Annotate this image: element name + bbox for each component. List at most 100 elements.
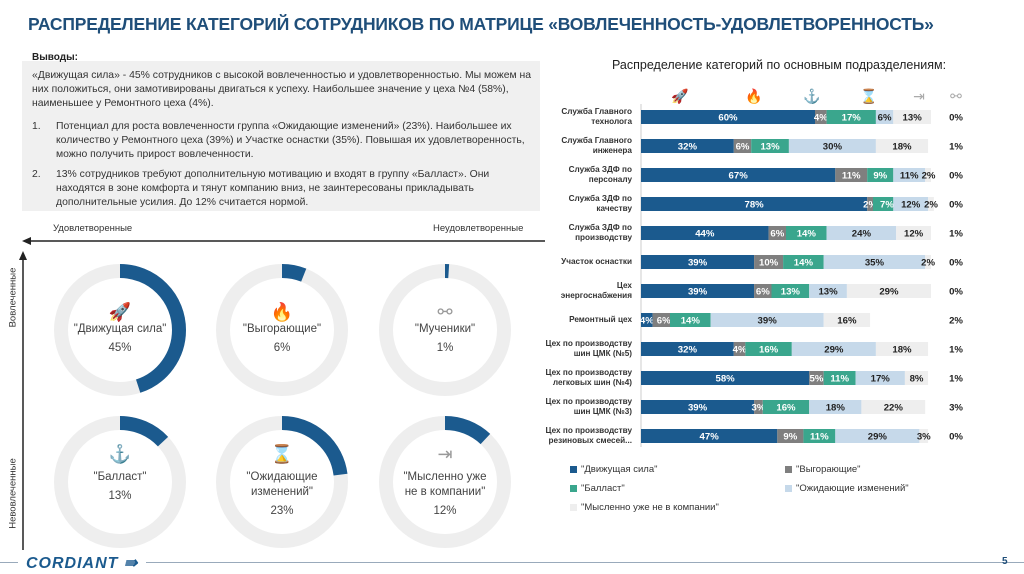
category-label: Служба Главного инженера [522, 136, 632, 156]
category-label: Служба ЗДФ по персоналу [522, 165, 632, 185]
category-name: "Ожидающие изменений" [246, 471, 318, 498]
bar-segment [826, 226, 897, 240]
bar-segment [777, 429, 804, 443]
conclusions-heading: Выводы: [32, 52, 78, 63]
category-percent: 23% [270, 505, 294, 517]
data-label: 16% [759, 345, 779, 356]
data-label: 18% [892, 345, 912, 356]
data-label: 11% [810, 432, 829, 443]
data-label: 1% [949, 345, 963, 356]
bar-segment [754, 284, 772, 298]
rocket-icon: 🚀 [109, 301, 131, 322]
bar-segment [867, 168, 894, 182]
conclusion-item: 2. 13% сотрудников требуют дополнительную… [32, 168, 532, 210]
legend-label: "Выгорающие" [796, 464, 861, 475]
donut-label: "Мученики" 1% [385, 322, 505, 356]
category-label: Ремонтный цех [522, 315, 632, 325]
data-label: 60% [718, 113, 738, 124]
bar-segment [823, 313, 871, 327]
category-percent: 12% [433, 505, 457, 517]
category-label: Цех по производству шин ЦМК (№3) [522, 397, 632, 417]
data-label: 2% [922, 171, 936, 182]
data-label: 39% [688, 258, 708, 269]
category-percent: 13% [108, 490, 132, 502]
data-label: 13% [760, 142, 780, 153]
bar-segment [641, 400, 755, 414]
data-label: 6% [878, 113, 892, 124]
conclusion-item: 1. Потенциал для роста вовлеченности груп… [32, 120, 532, 162]
bar-segment [919, 429, 929, 443]
data-label: 16% [776, 403, 796, 414]
cordiant-logo: CORDIANT ⇛ [18, 553, 147, 573]
bar-segment [641, 313, 653, 327]
page-number: 5 [1002, 556, 1008, 567]
data-label: 18% [892, 142, 912, 153]
category-label-line: Участок оснастки [561, 257, 632, 266]
bar-segment [893, 197, 929, 211]
data-label: 13% [781, 287, 801, 298]
category-label: Участок оснастки [522, 257, 632, 267]
donut-arc [379, 264, 511, 396]
legend-item: "Выгорающие" [785, 464, 861, 475]
data-label: 39% [758, 316, 778, 327]
data-label: 11% [900, 171, 919, 182]
bar-segment [873, 197, 894, 211]
bar-segment [809, 400, 862, 414]
category-label-line: Служба Главного [561, 136, 632, 145]
data-label: 3% [752, 403, 766, 414]
donut-arc [379, 416, 511, 548]
bar-segment [809, 371, 824, 385]
category-label: Служба ЗДФ по производству [522, 223, 632, 243]
bar-segment [641, 284, 755, 298]
bar-segment [754, 255, 784, 269]
data-label: 1% [949, 374, 963, 385]
data-label: 44% [695, 229, 715, 240]
bar-segment [768, 226, 786, 240]
category-label-line: Служба ЗДФ по [568, 194, 632, 203]
data-label: 8% [910, 374, 924, 385]
matrix-donuts: 🚀 🔥 ⚯ ⚓ ⌛ ⇥ [54, 264, 511, 548]
donut-arc [54, 416, 186, 548]
data-label: 32% [678, 345, 698, 356]
category-label-line: качеству [596, 204, 632, 213]
data-label: 12% [904, 229, 924, 240]
data-label: 32% [678, 142, 698, 153]
category-label-line: технолога [591, 117, 632, 126]
category-label-line: Служба Главного [561, 107, 632, 116]
data-label: 29% [824, 345, 844, 356]
bar-segment [641, 429, 778, 443]
anchor-icon: ⚓ [803, 88, 820, 105]
legend-swatch [570, 504, 577, 511]
donut-label: "Мысленно уже не в компании" 12% [385, 470, 505, 519]
bar-segment [771, 284, 810, 298]
data-label: 78% [744, 200, 764, 211]
bar-segment [925, 255, 931, 269]
category-label-line: Цех по производству [545, 397, 632, 406]
data-label: 30% [823, 142, 843, 153]
data-label: 47% [700, 432, 720, 443]
bar-segment [875, 342, 929, 356]
data-label: 3% [949, 403, 963, 414]
bar-segment [835, 429, 920, 443]
bar-segment [670, 313, 711, 327]
category-label-line: энергоснабжения [560, 291, 632, 300]
legend-item: "Ожидающие изменений" [785, 483, 909, 494]
data-label: 17% [842, 113, 862, 124]
conclusions-box [22, 61, 540, 211]
category-label: Цех по производству легковых шин (№4) [522, 368, 632, 388]
matrix-axes [19, 237, 545, 550]
bar-segment [875, 110, 894, 124]
donut-label: "Балласт" 13% [60, 470, 180, 504]
data-label: 4% [640, 316, 654, 327]
donut-label: "Выгорающие" 6% [222, 322, 342, 356]
bar-segment [791, 342, 876, 356]
legend-item: "Балласт" [570, 483, 625, 494]
hourglass-icon: ⌛ [271, 443, 293, 464]
legend-swatch [570, 466, 577, 473]
bar-segment [855, 371, 905, 385]
bar-segment [641, 139, 734, 153]
footer-divider [0, 562, 1024, 563]
flame-icon: 🔥 [745, 88, 762, 105]
donut-arc [216, 264, 348, 396]
handcuffs-icon: ⚯ [950, 88, 962, 104]
